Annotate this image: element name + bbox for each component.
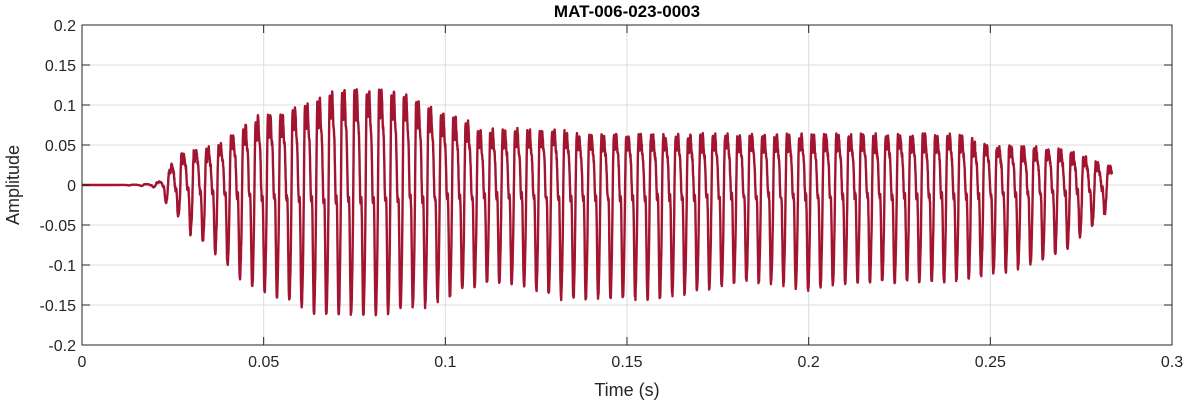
x-tick-label: 0.25 bbox=[975, 354, 1006, 371]
tick-marks bbox=[81, 24, 1173, 346]
y-tick-label: 0.15 bbox=[45, 58, 76, 75]
x-tick-label: 0.05 bbox=[248, 354, 279, 371]
y-tick-label: -0.2 bbox=[48, 338, 76, 355]
x-tick-label: 0.2 bbox=[798, 354, 820, 371]
y-tick-label: 0.1 bbox=[54, 98, 76, 115]
y-axis-label: Amplitude bbox=[3, 145, 23, 225]
y-tick-label: 0.05 bbox=[45, 138, 76, 155]
y-tick-label: 0 bbox=[67, 178, 76, 195]
y-tick-label: -0.05 bbox=[40, 218, 77, 235]
y-tick-label: -0.15 bbox=[40, 298, 77, 315]
plot-area bbox=[81, 88, 1114, 317]
y-tick-labels: -0.2 -0.15 -0.1 -0.05 0 0.05 0.1 0.15 0.2 bbox=[40, 18, 77, 355]
series-line bbox=[81, 88, 1114, 317]
x-tick-labels: 0 0.05 0.1 0.15 0.2 0.25 0.3 bbox=[78, 354, 1184, 371]
x-tick-label: 0 bbox=[78, 354, 87, 371]
x-axis-label: Time (s) bbox=[594, 380, 659, 400]
x-tick-label: 0.1 bbox=[434, 354, 456, 371]
x-tick-label: 0.15 bbox=[611, 354, 642, 371]
y-tick-label: -0.1 bbox=[48, 258, 76, 275]
chart-title: MAT-006-023-0003 bbox=[554, 2, 700, 21]
y-tick-label: 0.2 bbox=[54, 18, 76, 35]
x-tick-label: 0.3 bbox=[1161, 354, 1183, 371]
